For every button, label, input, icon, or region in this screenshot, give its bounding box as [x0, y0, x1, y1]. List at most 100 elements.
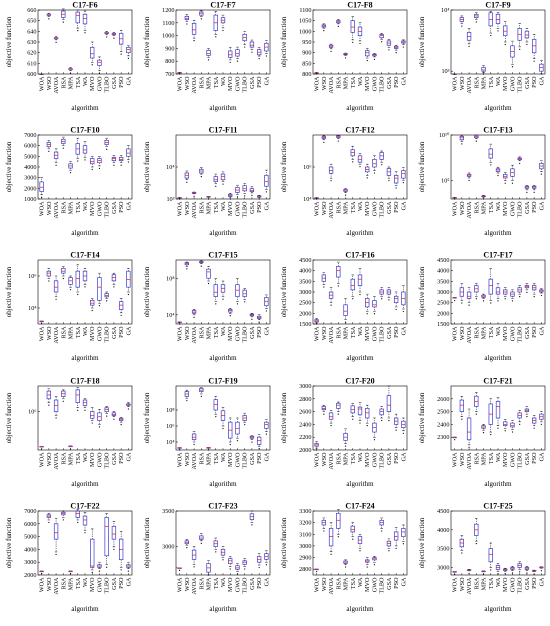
outlier-point	[402, 432, 404, 434]
outlier-point	[366, 59, 368, 62]
outlier-point	[344, 566, 347, 568]
y-axis-label: objective function	[143, 141, 151, 192]
x-tick-label: TLBO	[379, 577, 386, 594]
outlier-point	[518, 162, 520, 165]
x-tick-label: AVOA	[466, 577, 473, 595]
x-axis-label: algorithm	[71, 104, 99, 112]
outlier-point	[221, 558, 224, 561]
x-tick-label: WA	[219, 76, 226, 86]
outlier-point	[185, 23, 187, 25]
plot-frame	[37, 260, 133, 325]
outlier-point	[359, 42, 361, 45]
x-tick-label: AVOA	[53, 577, 60, 595]
outlier-point	[518, 571, 520, 573]
outlier-point	[402, 311, 404, 313]
x-tick-label: MVO	[364, 326, 371, 341]
x-tick-label: GSA	[248, 201, 255, 214]
x-tick-label: AVOA	[191, 76, 198, 94]
y-tick-label: 10⁴	[166, 439, 174, 446]
box	[328, 412, 334, 420]
outlier-point	[236, 60, 238, 62]
x-tick-label: PSO	[118, 201, 125, 213]
x-tick-label: TSA	[212, 452, 219, 464]
boxplot-svg: C17-F7 700 800 900 1000 1100 1200 objective fun…	[143, 0, 270, 111]
boxplot-panel: C17-F6 600 610 620 630 640 650 660 objective fun…	[0, 0, 138, 125]
box	[97, 59, 102, 66]
outlier-point	[467, 446, 470, 448]
x-tick-label: GSA	[248, 76, 255, 89]
outlier-point	[381, 419, 383, 421]
outlier-point	[192, 195, 195, 198]
box	[350, 405, 355, 413]
x-tick-label: RSA	[473, 326, 480, 339]
x-tick-label: GWO	[234, 201, 241, 216]
outlier-point	[55, 553, 57, 555]
outlier-point	[460, 143, 462, 145]
box	[401, 527, 406, 537]
x-tick-label: PSO	[256, 76, 263, 88]
x-tick-label: GA	[263, 452, 270, 461]
y-axis-label: objective function	[5, 267, 13, 318]
x-tick-label: WSO	[183, 326, 190, 340]
x-tick-label: RSA	[335, 326, 342, 339]
panel-title: C17-F17	[483, 251, 512, 260]
box	[213, 176, 218, 183]
outlier-point	[489, 433, 491, 435]
y-axis-label: objective function	[418, 517, 426, 568]
x-tick-label: GWO	[96, 577, 103, 592]
outlier-point	[359, 549, 361, 552]
box	[379, 34, 384, 39]
outlier-point	[98, 305, 101, 307]
x-tick-label: MVO	[227, 76, 234, 91]
outlier-point	[214, 415, 216, 417]
x-axis-label: algorithm	[484, 605, 512, 613]
x-tick-label: RSA	[60, 76, 67, 89]
y-tick-label: 10⁶	[166, 423, 174, 430]
x-tick-label: GWO	[96, 76, 103, 91]
y-tick-label: 2600	[437, 395, 449, 402]
outlier-point	[48, 521, 50, 523]
y-axis-label: objective function	[280, 267, 288, 318]
x-tick-label: GWO	[509, 76, 516, 91]
x-axis-label: algorithm	[209, 229, 237, 237]
x-tick-label: MPA	[480, 201, 487, 214]
outlier-point	[395, 429, 397, 431]
boxplot-svg: C17-F12 10⁴ 10⁶ objective function WOA WSO AVO…	[280, 126, 407, 237]
outlier-point	[178, 569, 180, 571]
x-tick-label: RSA	[60, 201, 67, 214]
outlier-point	[330, 424, 332, 426]
outlier-point	[127, 570, 129, 572]
x-tick-label: TSA	[487, 577, 494, 589]
outlier-point	[113, 164, 115, 167]
outlier-point	[352, 41, 354, 43]
outlier-point	[373, 172, 376, 174]
y-tick-label: 10⁶	[28, 408, 36, 415]
x-tick-label: WSO	[321, 577, 328, 591]
outlier-point	[337, 140, 339, 142]
y-tick-label: 10⁶	[303, 164, 311, 171]
x-tick-label: MVO	[227, 326, 234, 341]
outlier-point	[533, 427, 535, 429]
box	[328, 292, 334, 300]
box	[372, 159, 377, 168]
x-tick-label: AVOA	[328, 452, 335, 470]
x-axis-label: algorithm	[484, 104, 512, 112]
box	[118, 157, 124, 162]
outlier-point	[265, 310, 267, 312]
outlier-point	[482, 300, 484, 302]
outlier-point	[185, 268, 187, 270]
outlier-point	[91, 64, 93, 66]
x-tick-label: WOA	[176, 577, 183, 592]
plot-frame	[175, 385, 270, 450]
outlier-point	[402, 46, 404, 48]
y-tick-label: 650	[27, 18, 36, 25]
x-tick-label: MVO	[89, 452, 96, 467]
outlier-point	[453, 300, 455, 302]
outlier-point	[366, 424, 368, 426]
x-tick-label: GA	[263, 201, 270, 210]
x-tick-label: WSO	[458, 76, 465, 90]
outlier-point	[113, 548, 115, 550]
y-tick-label: 10⁵	[441, 178, 449, 185]
y-tick-label: 1500	[299, 321, 311, 328]
outlier-point	[229, 568, 231, 570]
